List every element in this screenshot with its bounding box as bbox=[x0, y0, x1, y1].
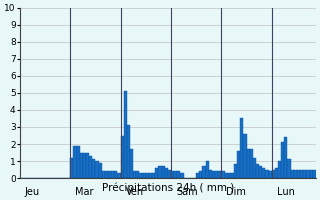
Bar bbox=[259, 166, 262, 178]
Bar bbox=[152, 173, 155, 178]
Bar bbox=[225, 173, 228, 178]
Bar bbox=[111, 171, 114, 178]
X-axis label: Précipitations 24h ( mm ): Précipitations 24h ( mm ) bbox=[102, 182, 234, 193]
Bar bbox=[99, 163, 102, 178]
Bar bbox=[206, 161, 209, 178]
Bar bbox=[306, 170, 309, 178]
Bar bbox=[262, 168, 266, 178]
Bar bbox=[215, 171, 218, 178]
Bar bbox=[76, 146, 80, 178]
Bar bbox=[95, 161, 99, 178]
Bar bbox=[196, 173, 199, 178]
Bar bbox=[105, 171, 108, 178]
Bar bbox=[127, 125, 130, 178]
Bar bbox=[199, 171, 203, 178]
Bar bbox=[121, 136, 124, 178]
Bar bbox=[149, 173, 152, 178]
Bar bbox=[102, 171, 105, 178]
Bar bbox=[218, 171, 221, 178]
Bar bbox=[155, 168, 158, 178]
Bar bbox=[203, 166, 206, 178]
Bar bbox=[313, 170, 316, 178]
Bar bbox=[266, 170, 268, 178]
Bar bbox=[133, 171, 136, 178]
Bar bbox=[300, 170, 303, 178]
Text: Dim: Dim bbox=[227, 187, 246, 197]
Bar bbox=[140, 173, 143, 178]
Bar bbox=[92, 159, 95, 178]
Bar bbox=[253, 158, 256, 178]
Bar bbox=[256, 164, 259, 178]
Bar bbox=[124, 91, 127, 178]
Bar bbox=[86, 153, 89, 178]
Bar bbox=[291, 170, 294, 178]
Bar bbox=[294, 170, 297, 178]
Bar bbox=[165, 168, 168, 178]
Bar bbox=[209, 170, 212, 178]
Bar bbox=[272, 170, 275, 178]
Text: Jeu: Jeu bbox=[25, 187, 40, 197]
Bar bbox=[70, 158, 73, 178]
Bar bbox=[278, 161, 281, 178]
Bar bbox=[268, 171, 272, 178]
Bar bbox=[250, 149, 253, 178]
Bar bbox=[180, 173, 184, 178]
Bar bbox=[275, 168, 278, 178]
Bar bbox=[246, 149, 250, 178]
Bar bbox=[117, 173, 121, 178]
Bar bbox=[177, 171, 180, 178]
Bar bbox=[130, 149, 133, 178]
Text: Sam: Sam bbox=[176, 187, 198, 197]
Bar bbox=[80, 153, 83, 178]
Bar bbox=[83, 153, 86, 178]
Text: Lun: Lun bbox=[277, 187, 295, 197]
Bar bbox=[240, 118, 244, 178]
Text: Ven: Ven bbox=[126, 187, 144, 197]
Bar bbox=[114, 171, 117, 178]
Bar bbox=[281, 142, 284, 178]
Bar bbox=[136, 171, 140, 178]
Bar bbox=[237, 151, 240, 178]
Bar bbox=[297, 170, 300, 178]
Bar bbox=[231, 173, 234, 178]
Bar bbox=[221, 171, 225, 178]
Bar bbox=[162, 166, 165, 178]
Bar bbox=[228, 173, 231, 178]
Bar bbox=[287, 159, 291, 178]
Bar bbox=[309, 170, 313, 178]
Bar bbox=[284, 137, 287, 178]
Bar bbox=[108, 171, 111, 178]
Bar bbox=[244, 134, 246, 178]
Bar bbox=[212, 171, 215, 178]
Bar bbox=[73, 146, 76, 178]
Bar bbox=[143, 173, 146, 178]
Bar bbox=[146, 173, 149, 178]
Bar bbox=[303, 170, 306, 178]
Bar bbox=[89, 156, 92, 178]
Bar bbox=[171, 171, 174, 178]
Bar bbox=[168, 170, 171, 178]
Bar bbox=[158, 166, 162, 178]
Bar bbox=[174, 171, 177, 178]
Bar bbox=[234, 164, 237, 178]
Text: Mar: Mar bbox=[75, 187, 94, 197]
